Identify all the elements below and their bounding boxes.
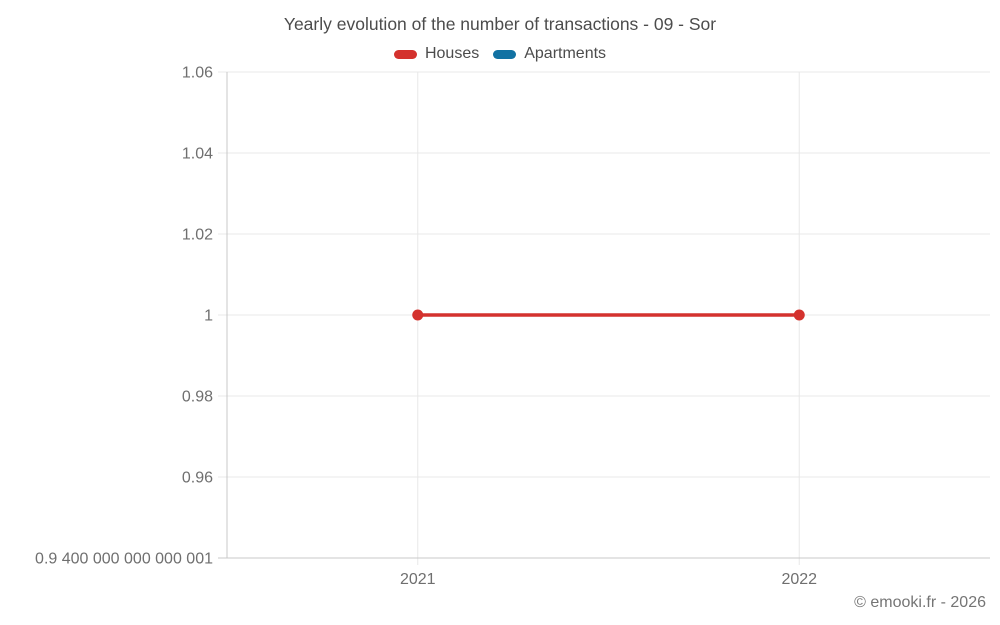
data-point-houses[interactable] — [412, 309, 424, 321]
y-axis-label: 0.9 400 000 000 000 001 — [35, 551, 213, 568]
y-axis-label: 0.98 — [182, 389, 213, 406]
y-axis-label: 1.02 — [182, 227, 213, 244]
y-axis-label: 0.96 — [182, 470, 213, 487]
y-axis-label: 1.06 — [182, 65, 213, 82]
copyright: © emooki.fr - 2026 — [854, 594, 986, 611]
apartments-swatch-icon — [493, 49, 517, 59]
chart-title: Yearly evolution of the number of transa… — [283, 14, 717, 34]
legend-label-apartments: Apartments — [524, 45, 607, 62]
houses-swatch-icon — [393, 49, 417, 59]
legend-label-houses: Houses — [424, 45, 480, 62]
y-axis-label: 1.04 — [182, 146, 213, 163]
data-point-houses[interactable] — [793, 309, 805, 321]
x-axis-label: 2022 — [781, 571, 817, 588]
y-axis-label: 1 — [204, 308, 213, 325]
legend-item-houses[interactable]: Houses — [393, 45, 480, 63]
x-axis-label: 2021 — [400, 571, 436, 588]
legend: Houses Apartments — [0, 45, 1000, 63]
legend-item-apartments[interactable]: Apartments — [493, 45, 606, 63]
